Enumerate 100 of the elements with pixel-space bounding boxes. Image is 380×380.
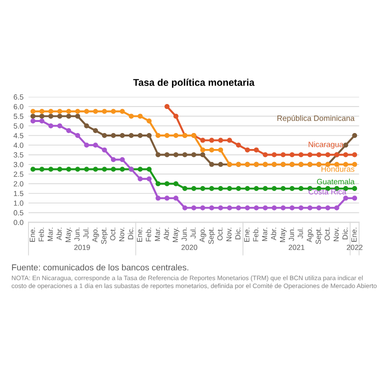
point xyxy=(93,142,98,148)
point xyxy=(173,132,178,138)
point xyxy=(93,108,98,114)
point xyxy=(325,152,330,158)
point xyxy=(272,152,277,158)
point xyxy=(120,108,125,114)
point xyxy=(262,152,268,158)
point xyxy=(128,114,134,119)
point xyxy=(244,147,250,152)
point xyxy=(218,162,224,167)
point xyxy=(236,205,241,210)
point xyxy=(164,132,170,138)
point xyxy=(66,166,72,172)
point xyxy=(48,114,54,119)
point xyxy=(352,196,358,201)
point xyxy=(244,205,250,210)
point xyxy=(164,152,170,158)
point xyxy=(48,123,54,128)
point xyxy=(138,176,143,182)
point xyxy=(244,186,250,192)
point xyxy=(93,166,98,172)
point xyxy=(120,166,125,172)
point xyxy=(93,128,98,134)
point xyxy=(75,108,80,114)
point xyxy=(254,147,259,152)
point xyxy=(146,176,152,182)
point xyxy=(191,205,196,210)
point xyxy=(120,157,125,162)
point xyxy=(254,205,259,210)
point xyxy=(343,152,348,158)
point xyxy=(30,114,36,119)
point xyxy=(254,186,259,192)
point xyxy=(146,118,152,124)
point xyxy=(164,104,170,110)
point xyxy=(191,152,196,158)
point xyxy=(84,108,90,114)
point xyxy=(209,162,214,167)
point xyxy=(39,118,44,124)
point xyxy=(156,132,161,138)
point xyxy=(352,132,358,138)
point xyxy=(298,152,304,158)
point xyxy=(218,147,224,152)
point xyxy=(173,152,178,158)
point xyxy=(200,152,206,158)
point xyxy=(200,147,206,152)
point xyxy=(164,196,170,201)
point xyxy=(146,166,152,172)
point xyxy=(182,205,188,210)
point xyxy=(110,166,116,172)
point xyxy=(316,152,322,158)
point xyxy=(316,205,322,210)
point xyxy=(236,142,241,148)
point xyxy=(191,186,196,192)
point xyxy=(30,108,36,114)
point xyxy=(272,205,277,210)
point xyxy=(182,186,188,192)
point xyxy=(75,114,80,119)
point xyxy=(57,108,62,114)
point xyxy=(209,138,214,143)
point xyxy=(48,166,54,172)
point xyxy=(343,142,348,148)
point xyxy=(120,132,125,138)
point xyxy=(352,152,358,158)
point xyxy=(138,132,143,138)
point xyxy=(30,118,36,124)
point xyxy=(164,181,170,186)
point xyxy=(156,196,161,201)
source-note: Fuente: comunicados de los bancos centrales. xyxy=(12,264,188,270)
point xyxy=(102,108,107,114)
point xyxy=(84,142,90,148)
point xyxy=(262,205,268,210)
point xyxy=(262,186,268,192)
point xyxy=(209,205,214,210)
point xyxy=(156,152,161,158)
point xyxy=(280,205,286,210)
point xyxy=(325,205,330,210)
point xyxy=(102,147,107,152)
point xyxy=(307,205,312,210)
point xyxy=(290,186,295,192)
point xyxy=(218,205,224,210)
point xyxy=(290,152,295,158)
point xyxy=(48,108,54,114)
point xyxy=(236,186,241,192)
point xyxy=(84,166,90,172)
point xyxy=(84,123,90,128)
point xyxy=(102,166,107,172)
point xyxy=(290,205,295,210)
point xyxy=(66,114,72,119)
point xyxy=(110,132,116,138)
point xyxy=(280,152,286,158)
point xyxy=(227,205,232,210)
point xyxy=(128,132,134,138)
point xyxy=(218,186,224,192)
point xyxy=(173,196,178,201)
point xyxy=(298,186,304,192)
point xyxy=(272,186,277,192)
point xyxy=(343,196,348,201)
point xyxy=(209,186,214,192)
point xyxy=(110,108,116,114)
point xyxy=(200,138,206,143)
